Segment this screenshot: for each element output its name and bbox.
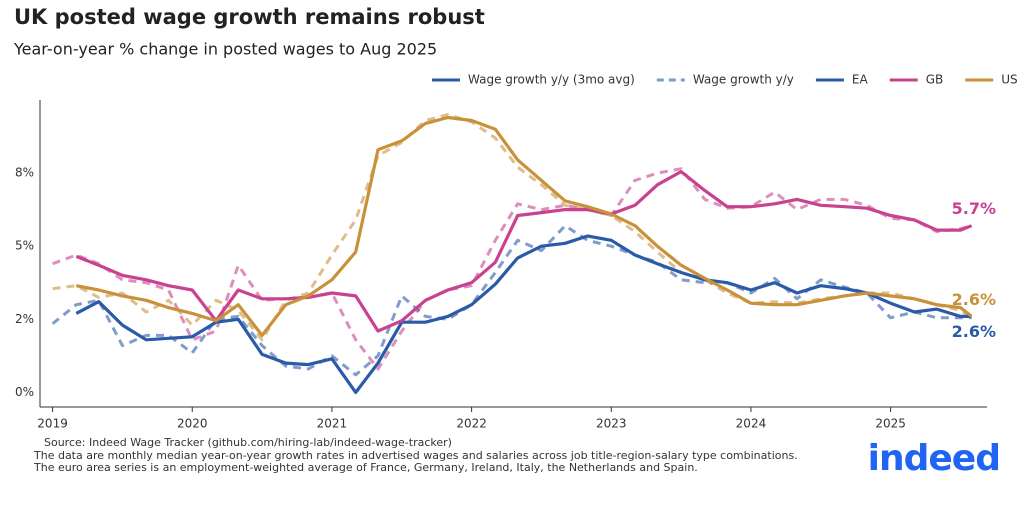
legend-label: EA (852, 73, 869, 87)
x-tick-label: 2020 (177, 417, 208, 431)
line-3mo (75, 234, 972, 394)
line-3mo (75, 170, 973, 333)
line-yy (52, 167, 972, 371)
x-tick-label: 2022 (456, 417, 487, 431)
y-tick-label: 2% (15, 312, 34, 326)
logo: indeed (868, 438, 1000, 479)
y-tick-label: 8% (15, 166, 34, 180)
x-tick-label: 2023 (596, 417, 627, 431)
chart-title: UK posted wage growth remains robust (14, 5, 485, 29)
legend-label: Wage growth y/y (3mo avg) (468, 73, 635, 87)
legend-label: GB (926, 73, 944, 87)
y-tick-label: 0% (15, 385, 34, 399)
end-label: 2.6% (952, 290, 996, 309)
line-3mo (75, 115, 973, 337)
end-label: 5.7% (952, 199, 996, 218)
x-tick-label: 2019 (37, 417, 68, 431)
x-tick-label: 2024 (736, 417, 767, 431)
x-tick-label: 2025 (875, 417, 906, 431)
chart-subtitle: Year-on-year % change in posted wages to… (13, 40, 437, 59)
line-yy (51, 224, 972, 377)
legend-label: US (1001, 73, 1017, 87)
end-label: 2.6% (952, 322, 996, 341)
y-tick-label: 5% (15, 239, 34, 253)
x-tick-label: 2021 (317, 417, 348, 431)
footnote: The data are monthly median year-on-year… (33, 449, 798, 462)
footnote: The euro area series is an employment-we… (33, 461, 698, 474)
source-note: Source: Indeed Wage Tracker (github.com/… (44, 436, 452, 449)
legend-label: Wage growth y/y (693, 73, 794, 87)
